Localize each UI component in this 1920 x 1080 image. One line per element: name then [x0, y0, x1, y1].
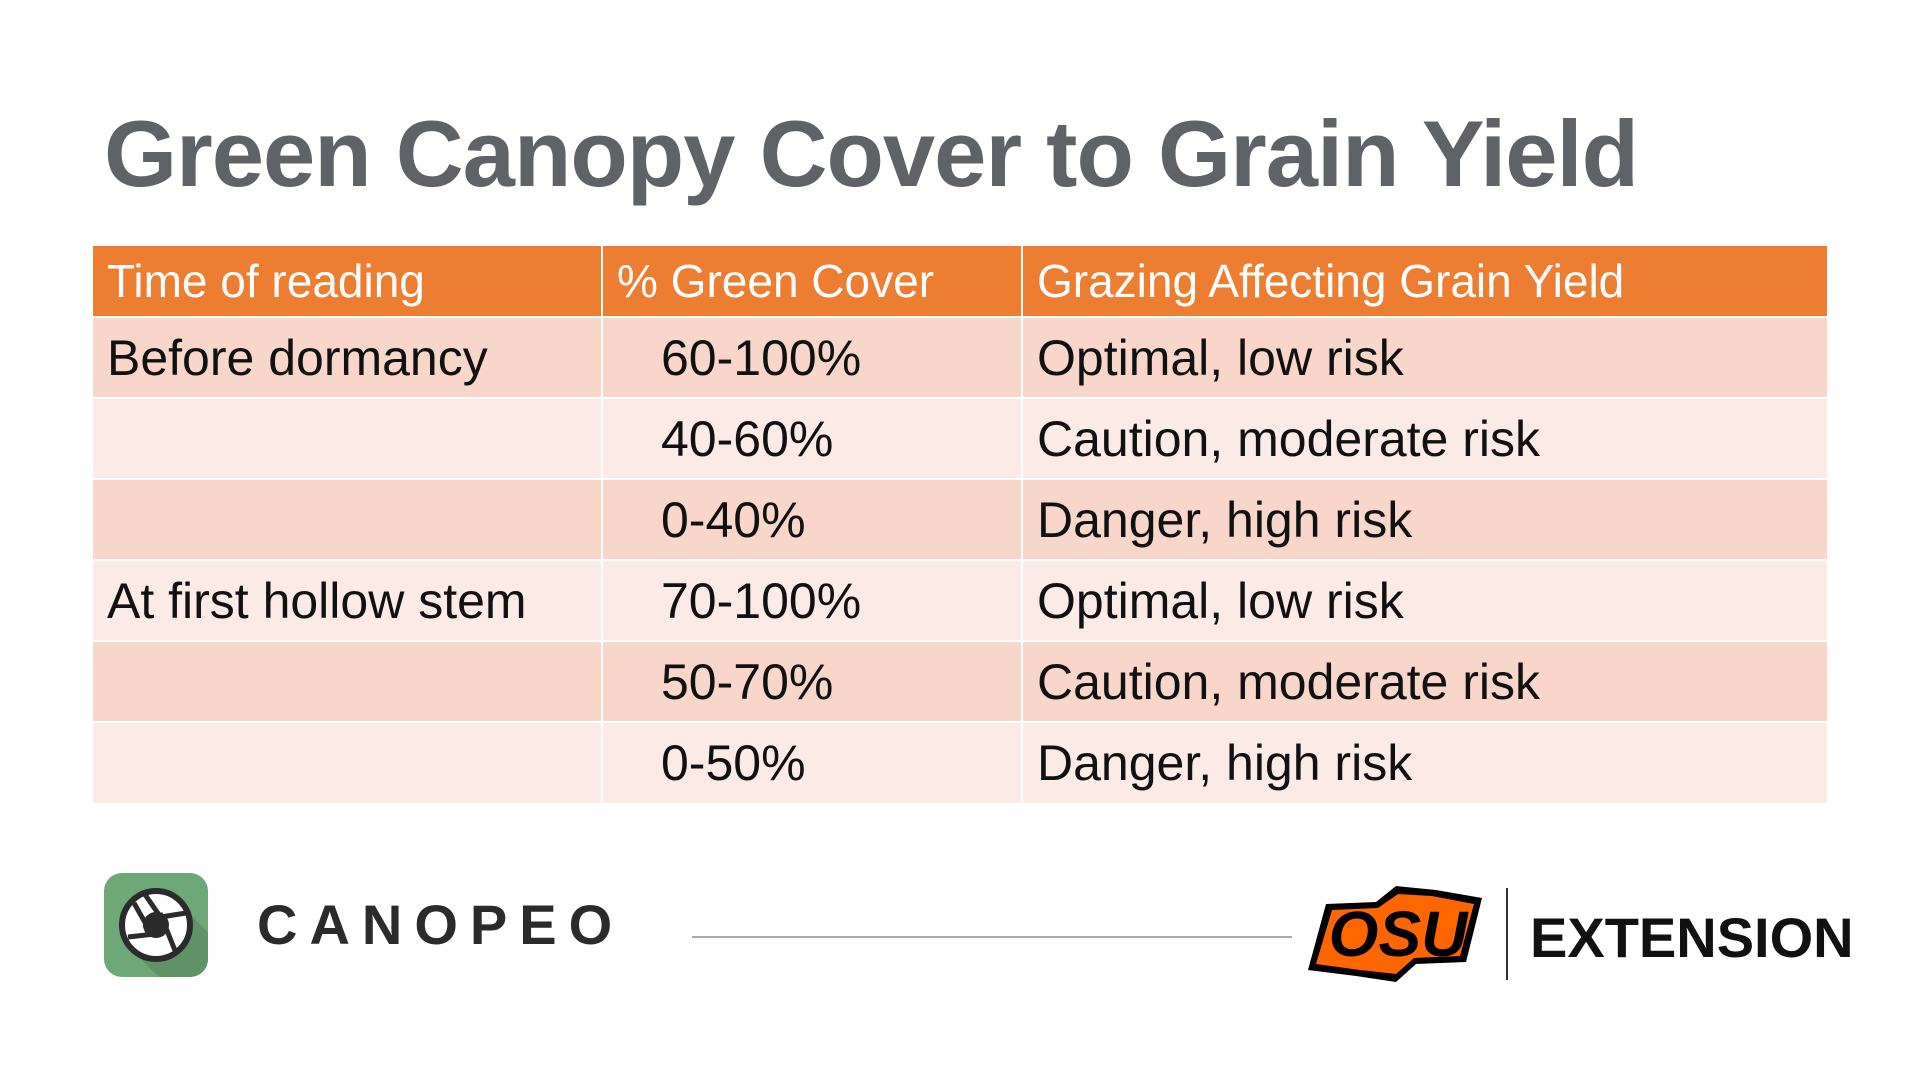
cell-cover: 50-70%: [601, 640, 1022, 722]
header-time: Time of reading: [91, 244, 602, 317]
cell-cover: 0-40%: [601, 478, 1022, 560]
header-cover: % Green Cover: [601, 244, 1022, 317]
cell-time: [91, 721, 602, 803]
cell-yield: Caution, moderate risk: [1021, 640, 1827, 722]
cell-time: [91, 640, 602, 722]
cell-yield: Danger, high risk: [1021, 478, 1827, 560]
svg-text:OSU: OSU: [1329, 898, 1469, 970]
cell-yield: Optimal, low risk: [1021, 559, 1827, 641]
cell-time: [91, 478, 602, 560]
cell-cover: 60-100%: [601, 316, 1022, 398]
cell-cover: 0-50%: [601, 721, 1022, 803]
header-yield: Grazing Affecting Grain Yield: [1021, 244, 1827, 317]
cell-time: Before dormancy: [91, 316, 602, 398]
cell-time: At first hollow stem: [91, 559, 602, 641]
table-row: 40-60% Caution, moderate risk: [91, 397, 1827, 479]
table-row: 0-50% Danger, high risk: [91, 721, 1827, 803]
osu-logo: OSU: [1306, 884, 1490, 989]
page-title: Green Canopy Cover to Grain Yield: [104, 101, 1639, 206]
table-row: 50-70% Caution, moderate risk: [91, 640, 1827, 722]
yield-table: Time of reading % Green Cover Grazing Af…: [91, 244, 1827, 803]
divider-line: [692, 936, 1292, 938]
cell-time: [91, 397, 602, 479]
cell-cover: 70-100%: [601, 559, 1022, 641]
table-header-row: Time of reading % Green Cover Grazing Af…: [91, 244, 1827, 317]
logo-divider: [1506, 888, 1508, 980]
cell-yield: Danger, high risk: [1021, 721, 1827, 803]
extension-label: EXTENSION: [1530, 906, 1854, 969]
cell-yield: Caution, moderate risk: [1021, 397, 1827, 479]
cell-cover: 40-60%: [601, 397, 1022, 479]
table-row: At first hollow stem 70-100% Optimal, low …: [91, 559, 1827, 641]
canopeo-logo: CANOPEO: [257, 893, 625, 956]
canopeo-logo-icon: [104, 873, 208, 977]
table-row: Before dormancy 60-100% Optimal, low risk: [91, 316, 1827, 398]
cell-yield: Optimal, low risk: [1021, 316, 1827, 398]
table-row: 0-40% Danger, high risk: [91, 478, 1827, 560]
